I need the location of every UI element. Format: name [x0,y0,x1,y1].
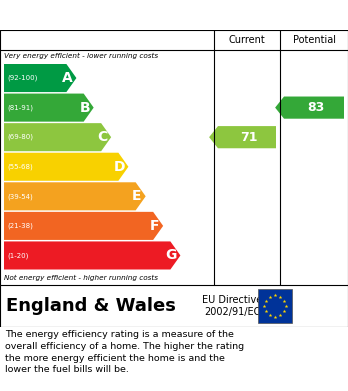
Text: E: E [132,189,141,203]
Text: Very energy efficient - lower running costs: Very energy efficient - lower running co… [4,53,158,59]
Text: (39-54): (39-54) [7,193,33,199]
Polygon shape [4,64,77,92]
Text: (69-80): (69-80) [7,134,33,140]
Polygon shape [4,182,146,210]
Text: 71: 71 [240,131,258,143]
Text: F: F [149,219,159,233]
Polygon shape [4,212,163,240]
Polygon shape [4,153,128,181]
Polygon shape [209,126,276,148]
Text: Energy Efficiency Rating: Energy Efficiency Rating [9,7,219,23]
Text: C: C [97,130,107,144]
Text: D: D [114,160,125,174]
Text: (1-20): (1-20) [7,252,29,259]
Text: (21-38): (21-38) [7,222,33,229]
Text: Current: Current [229,35,266,45]
Text: Potential: Potential [293,35,335,45]
Text: (92-100): (92-100) [7,75,37,81]
Text: (55-68): (55-68) [7,163,33,170]
Text: (81-91): (81-91) [7,104,33,111]
Text: B: B [79,100,90,115]
Polygon shape [4,93,94,122]
Text: England & Wales: England & Wales [6,297,176,315]
Polygon shape [4,241,180,269]
Polygon shape [4,123,111,151]
Text: G: G [166,248,177,262]
Text: Not energy efficient - higher running costs: Not energy efficient - higher running co… [4,275,158,281]
FancyBboxPatch shape [258,289,292,323]
Text: 83: 83 [307,101,324,114]
Text: EU Directive
2002/91/EC: EU Directive 2002/91/EC [202,295,262,317]
Polygon shape [275,97,344,119]
Text: The energy efficiency rating is a measure of the
overall efficiency of a home. T: The energy efficiency rating is a measur… [5,330,244,375]
Text: A: A [62,71,73,85]
